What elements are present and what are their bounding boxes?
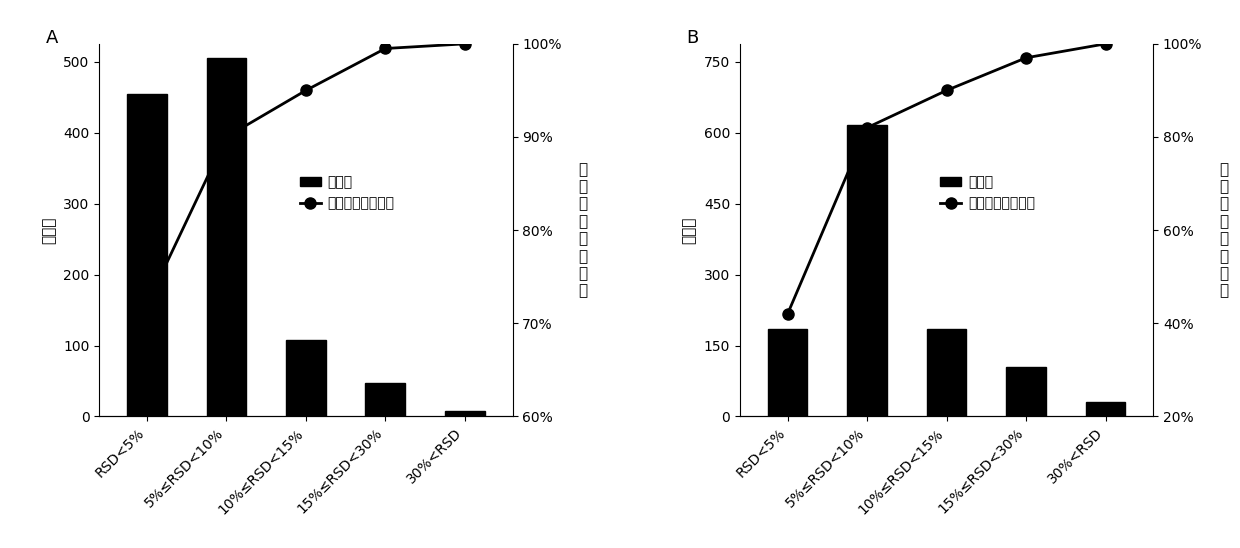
Y-axis label: 累
计
峰
面
积
百
分
比: 累 计 峰 面 积 百 分 比 [1219,162,1228,299]
Bar [126,94,166,416]
Y-axis label: 累
计
峰
面
积
百
分
比: 累 计 峰 面 积 百 分 比 [578,162,588,299]
Bar [207,58,247,416]
Legend: 峰个数, 累计峰面积百分比: 峰个数, 累计峰面积百分比 [935,170,1040,216]
Bar [768,329,807,416]
Bar [926,329,966,416]
Bar [366,383,405,416]
Bar [1086,402,1126,416]
Text: B: B [686,29,698,47]
Text: A: A [46,29,58,47]
Y-axis label: 峰个数: 峰个数 [682,216,697,244]
Bar [286,340,326,416]
Bar [847,125,887,416]
Bar [445,411,485,416]
Y-axis label: 峰个数: 峰个数 [41,216,56,244]
Bar [1006,367,1045,416]
Legend: 峰个数, 累计峰面积百分比: 峰个数, 累计峰面积百分比 [294,170,401,216]
